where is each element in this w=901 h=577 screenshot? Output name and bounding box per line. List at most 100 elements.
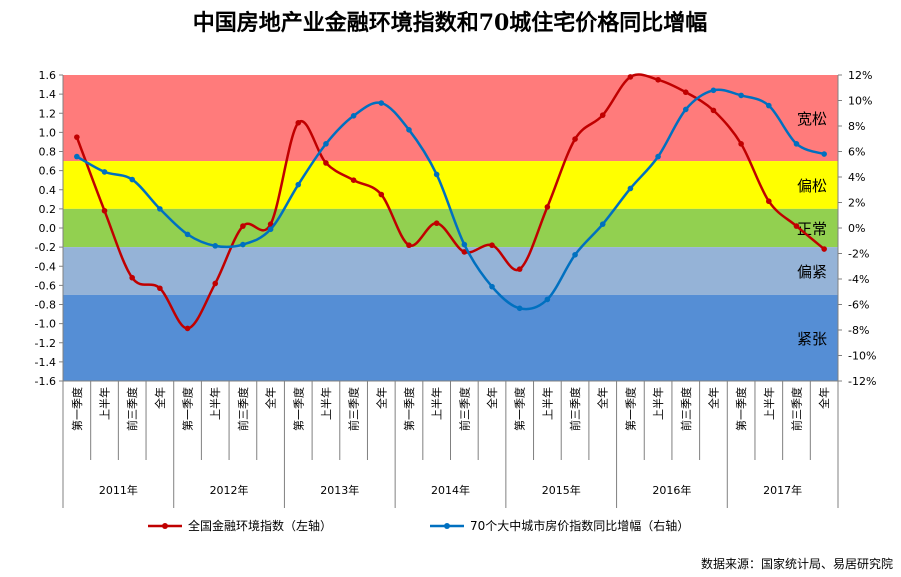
series-2-point (101, 169, 108, 175)
quarter-label: 上半年 (651, 387, 665, 420)
zone-bands (63, 75, 838, 381)
zone-band (63, 75, 838, 162)
series-1-point (184, 325, 191, 332)
series-1-point (461, 249, 468, 255)
left-tick-label: -0.6 (35, 279, 56, 292)
left-tick-label: 0.4 (39, 184, 57, 197)
quarter-label: 全年 (485, 387, 499, 409)
series-2-point (212, 243, 219, 249)
legend-marker-2 (444, 523, 450, 529)
series-1-point (627, 74, 634, 80)
series-2-point (655, 153, 661, 160)
quarter-label: 上半年 (762, 387, 776, 420)
quarter-label: 第一季度 (291, 387, 305, 431)
left-tick-label: -1.4 (35, 356, 56, 369)
series-1-point (406, 242, 412, 249)
series-2-point (710, 87, 717, 94)
right-tick-label: -12% (848, 375, 876, 388)
left-tick-label: 1.6 (39, 69, 57, 82)
quarter-label: 第一季度 (181, 387, 195, 431)
series-2-point (627, 185, 634, 192)
left-tick-label: 1.4 (39, 88, 57, 101)
quarter-label: 全年 (817, 387, 831, 409)
series-2-point (406, 127, 412, 133)
quarter-label: 上半年 (540, 387, 554, 420)
series-1-point (74, 134, 80, 140)
quarter-label: 第一季度 (734, 387, 748, 431)
zone-label: 紧张 (797, 330, 827, 348)
series-1-point (682, 89, 689, 96)
series-1-point (350, 177, 357, 183)
series-2-point (323, 141, 329, 147)
quarter-label: 前三季度 (789, 387, 803, 431)
zone-label: 偏紧 (797, 263, 827, 281)
legend-label-2: 70个大中城市房价指数同比增幅（右轴） (470, 518, 689, 533)
series-1-point (267, 221, 274, 227)
series-1-point (129, 274, 135, 281)
zone-band (63, 161, 838, 209)
quarter-label: 上半年 (98, 387, 112, 420)
series-2-point (793, 141, 800, 147)
legend-marker-1 (162, 523, 168, 529)
series-1-point (821, 246, 827, 252)
series-2-point (821, 151, 827, 157)
right-tick-label: 2% (848, 197, 865, 210)
series-1-point (212, 280, 219, 287)
series-2-point (184, 231, 191, 238)
left-tick-label: 1.2 (39, 107, 57, 120)
series-2-point (350, 113, 357, 119)
left-tick-label: 0.6 (39, 165, 57, 178)
series-2-point (74, 153, 80, 160)
year-label: 2013年 (320, 483, 359, 497)
series-1-point (544, 204, 551, 210)
quarter-label: 前三季度 (568, 387, 582, 431)
right-tick-label: -8% (848, 324, 869, 337)
left-tick-label: 0.8 (39, 146, 57, 159)
zone-band (63, 294, 838, 381)
series-1-point (157, 285, 163, 292)
series-2-point (433, 171, 440, 178)
source-note: 数据来源：国家统计局、易居研究院 (701, 556, 893, 571)
series-line-2 (76, 88, 825, 311)
left-tick-label: 1.0 (39, 126, 57, 139)
series-2-point (378, 100, 385, 106)
right-tick-label: 8% (848, 120, 865, 133)
quarter-label: 第一季度 (513, 387, 527, 431)
series-1-point (489, 242, 495, 249)
series-2-point (489, 283, 495, 290)
series-2-point (599, 221, 606, 227)
series-1-point (433, 220, 440, 227)
quarter-label: 前三季度 (236, 387, 250, 431)
series-2-point (544, 296, 551, 303)
quarter-label: 第一季度 (402, 387, 416, 431)
series-2-point (129, 176, 135, 183)
quarter-label: 全年 (264, 387, 278, 409)
quarter-label: 第一季度 (623, 387, 637, 431)
left-axis: 1.6 1.4 1.2 1.0 0.8 0.6 0.4 0.2 0.0 -0.2 -0.4 -0.6 -… (35, 69, 64, 388)
right-tick-label: -10% (848, 350, 876, 363)
year-label: 2014年 (431, 483, 470, 497)
right-tick-label: -6% (848, 299, 869, 312)
year-label: 2012年 (210, 483, 249, 497)
series-1-point (378, 191, 385, 198)
right-tick-label: 0% (848, 222, 865, 235)
zone-label: 宽松 (797, 110, 827, 128)
left-tick-label: -0.4 (35, 260, 56, 273)
quarter-label: 前三季度 (457, 387, 471, 431)
series-2-point (240, 241, 246, 248)
series-1-point (101, 207, 108, 214)
series-2-point (295, 181, 302, 188)
left-tick-label: -1.0 (35, 318, 56, 331)
series-2-point (267, 226, 274, 233)
quarter-label: 全年 (153, 387, 167, 409)
series-2-point (766, 102, 772, 109)
right-tick-label: 6% (848, 146, 865, 159)
left-tick-label: -0.2 (35, 241, 56, 254)
series-1-point (793, 223, 800, 229)
quarter-label: 上半年 (430, 387, 444, 420)
legend: 全国金融环境指数（左轴） 70个大中城市房价指数同比增幅（右轴） (148, 518, 689, 533)
series-1-point (599, 112, 606, 118)
quarter-label: 前三季度 (125, 387, 139, 431)
